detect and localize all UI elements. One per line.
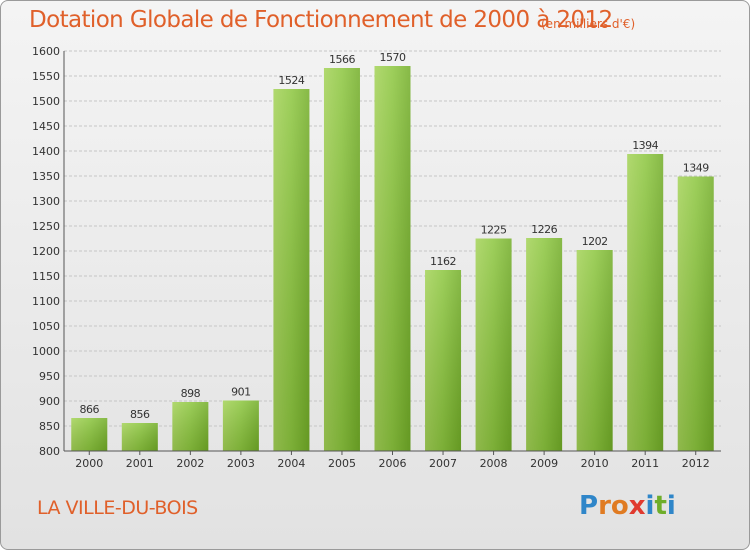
x-tick-label: 2006 — [379, 457, 407, 470]
logo-letter: x — [628, 491, 646, 521]
y-tick-label: 1150 — [32, 270, 60, 283]
data-label: 866 — [80, 403, 100, 416]
data-label: 1202 — [582, 235, 608, 248]
bar-shade-2002 — [172, 402, 209, 451]
y-tick-label: 1350 — [32, 170, 60, 183]
bar-shade-2011 — [627, 154, 664, 451]
data-label: 1570 — [380, 51, 406, 64]
chart-title: Dotation Globale de Fonctionnement de 20… — [29, 7, 613, 33]
x-tick-label: 2000 — [75, 457, 103, 470]
logo-letter: o — [610, 491, 629, 521]
y-tick-label: 1600 — [32, 45, 60, 58]
data-label: 1566 — [329, 53, 355, 66]
bar-shade-2008 — [475, 238, 512, 451]
y-tick-label: 1200 — [32, 245, 60, 258]
y-tick-label: 900 — [39, 395, 60, 408]
bar-shade-2005 — [323, 68, 360, 451]
bar-shade-2003 — [222, 400, 259, 451]
x-tick-label: 2001 — [126, 457, 154, 470]
x-tick-label: 2009 — [530, 457, 558, 470]
bar-shade-2006 — [374, 66, 411, 451]
y-tick-label: 1550 — [32, 70, 60, 83]
y-tick-label: 800 — [39, 445, 60, 458]
data-label: 1524 — [278, 74, 304, 87]
y-tick-label: 850 — [39, 420, 60, 433]
y-tick-label: 1450 — [32, 120, 60, 133]
data-label: 1394 — [632, 139, 658, 152]
y-tick-label: 1100 — [32, 295, 60, 308]
x-tick-label: 2008 — [480, 457, 508, 470]
chart-unit: (en milliers d'€) — [541, 17, 636, 31]
data-label: 856 — [130, 408, 150, 421]
data-label: 1162 — [430, 255, 456, 268]
bars — [71, 66, 714, 451]
y-tick-label: 1400 — [32, 145, 60, 158]
axes: 800 850 900 950 1000 1050 1100 1150 1200 1250 1300… — [32, 45, 721, 470]
x-tick-label: 2003 — [227, 457, 255, 470]
logo-letter: t — [654, 491, 667, 521]
data-labels: 866 856 898 901 1524 1566 1570 1162 1225 1226 1202… — [80, 51, 710, 421]
x-tick-label: 2005 — [328, 457, 356, 470]
commune-name: LA VILLE-DU-BOIS — [37, 497, 198, 519]
x-tick-label: 2002 — [176, 457, 204, 470]
data-label: 1226 — [531, 223, 557, 236]
x-tick-label: 2007 — [429, 457, 457, 470]
data-label: 901 — [231, 386, 251, 399]
bar-shade-2004 — [273, 89, 310, 451]
x-tick-label: 2012 — [682, 457, 710, 470]
x-tick-label: 2011 — [631, 457, 659, 470]
proxiti-logo: Proxiti — [579, 491, 676, 521]
data-label: 1349 — [683, 162, 709, 175]
bar-shade-2009 — [526, 238, 563, 451]
bar-shade-2010 — [576, 250, 613, 451]
data-label: 898 — [181, 387, 201, 400]
y-tick-label: 1000 — [32, 345, 60, 358]
bar-shade-2001 — [121, 423, 158, 451]
x-tick-label: 2010 — [581, 457, 609, 470]
y-tick-label: 1500 — [32, 95, 60, 108]
bar-shade-2012 — [677, 176, 714, 451]
y-tick-label: 950 — [39, 370, 60, 383]
bar-shade-2007 — [425, 270, 462, 451]
logo-letter: i — [666, 491, 676, 521]
logo-letter: i — [645, 491, 655, 521]
y-tick-label: 1300 — [32, 195, 60, 208]
logo-letter: r — [598, 491, 611, 521]
logo-letter: P — [579, 491, 599, 521]
data-label: 1225 — [481, 224, 507, 237]
y-tick-label: 1250 — [32, 220, 60, 233]
y-tick-label: 1050 — [32, 320, 60, 333]
x-tick-label: 2004 — [277, 457, 305, 470]
bar-shade-2000 — [71, 418, 108, 451]
